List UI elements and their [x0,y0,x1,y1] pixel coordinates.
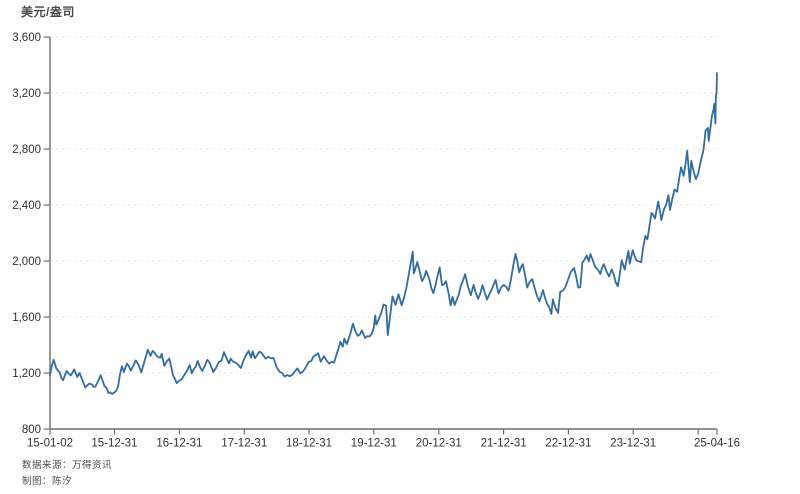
x-tick-label: 19-12-31 [351,438,397,450]
x-tick-label: 22-12-31 [545,438,591,450]
x-tick-label: 18-12-31 [286,438,332,450]
x-tick-label: 15-12-31 [91,438,137,450]
chart-author-note: 制图：陈汐 [22,476,73,487]
y-tick-label: 2,000 [12,256,41,268]
x-tick-label: 21-12-31 [481,438,527,450]
gold-price-line [49,72,718,395]
x-tick-label: 20-12-31 [416,438,462,450]
x-tick-label: 17-12-31 [221,438,267,450]
x-tick-label: 15-01-02 [27,438,73,450]
y-tick-label: 800 [22,424,41,436]
y-tick-label: 2,800 [12,144,41,156]
y-tick-label: 1,600 [12,312,41,324]
axis-line [49,37,717,430]
y-tick-label: 3,600 [12,32,41,44]
y-tick-label: 1,200 [12,368,41,380]
y-tick-label: 3,200 [12,88,41,100]
x-tick-label: 25-04-16 [694,438,740,450]
y-axis-unit-label: 美元/盎司 [21,5,75,19]
y-tick-label: 2,400 [12,200,41,212]
x-tick-label: 16-12-31 [156,438,202,450]
x-tick-label: 23-12-31 [610,438,656,450]
data-source-note: 数据来源：万得资讯 [22,460,113,471]
